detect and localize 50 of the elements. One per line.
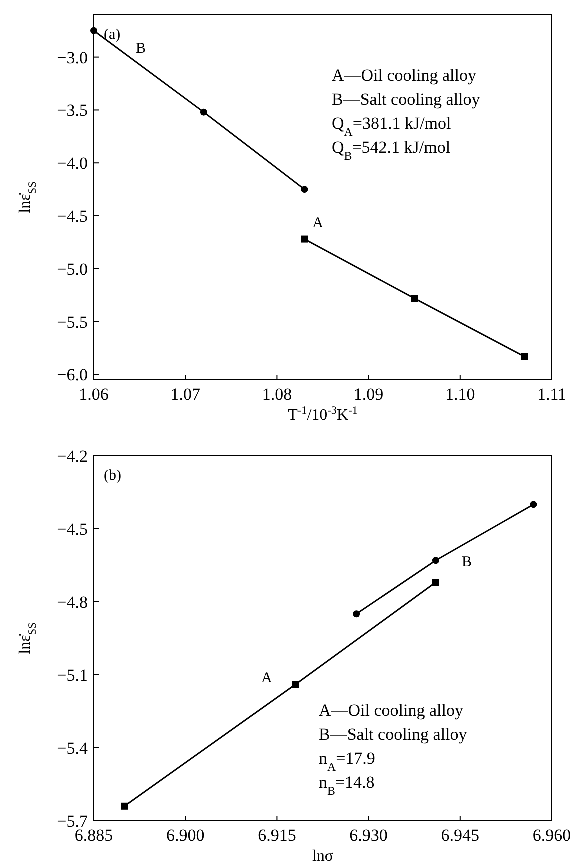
series-label: A (262, 670, 273, 687)
y-tick-label: −4.8 (57, 593, 88, 612)
point (90, 27, 98, 34)
annotation: n$_{B}$=14.8 (319, 773, 375, 798)
y-tick-label: −5.4 (57, 739, 88, 758)
point (353, 610, 360, 618)
x-tick-label: 6.960 (532, 826, 572, 845)
y-tick-label: −5.5 (57, 312, 88, 332)
point (432, 579, 440, 586)
point (200, 108, 208, 116)
x-tick-label: 6.930 (350, 826, 388, 845)
x-axis-title: lnσ (312, 848, 334, 865)
annotation: A—Oil cooling alloy (319, 701, 464, 720)
y-tick-label: −6.0 (57, 366, 88, 385)
annotation: Q$_{B}$=542.1 kJ/mol (332, 138, 451, 163)
point (521, 353, 528, 360)
x-tick-label: 6.945 (441, 826, 480, 845)
point (530, 501, 538, 508)
point (301, 236, 308, 243)
annotation: Q$_{A}$=381.1 kJ/mol (332, 114, 452, 139)
series-label: B (462, 554, 472, 571)
x-tick-label: 1.10 (446, 385, 476, 404)
x-tick-label: 6.900 (166, 826, 205, 845)
annotation: A—Oil cooling alloy (332, 66, 477, 85)
annotation: n$_{A}$=17.9 (319, 749, 376, 774)
annotation: B—Salt cooling alloy (319, 725, 468, 744)
y-tick-label: −5.1 (57, 666, 88, 685)
y-tick-label: −5.0 (57, 260, 88, 279)
point (121, 802, 128, 810)
x-tick-label: 1.06 (79, 385, 109, 404)
point (301, 186, 308, 194)
y-tick-label: −4.5 (57, 520, 88, 539)
x-axis-title: T$^{-1}$/10$^{-3}$K$^{-1}$ (288, 405, 358, 424)
y-tick-label: −4.5 (57, 207, 88, 226)
y-tick-label: −4.0 (57, 154, 88, 174)
x-tick-label: 1.07 (170, 385, 201, 404)
point (292, 681, 300, 688)
annotation: B—Salt cooling alloy (332, 90, 481, 109)
series-label: A (312, 215, 324, 232)
x-tick-label: 1.09 (354, 385, 384, 404)
y-tick-label: −4.2 (57, 447, 88, 466)
x-tick-label: 1.11 (537, 385, 567, 404)
annotation: (b) (104, 468, 122, 484)
point (432, 557, 440, 564)
x-tick-label: 6.915 (258, 826, 296, 845)
series-label: B (136, 40, 146, 57)
y-tick-label: −3.5 (57, 101, 88, 120)
point (411, 295, 418, 302)
x-tick-label: 1.08 (262, 385, 292, 404)
y-tick-label: −3.0 (57, 48, 88, 68)
